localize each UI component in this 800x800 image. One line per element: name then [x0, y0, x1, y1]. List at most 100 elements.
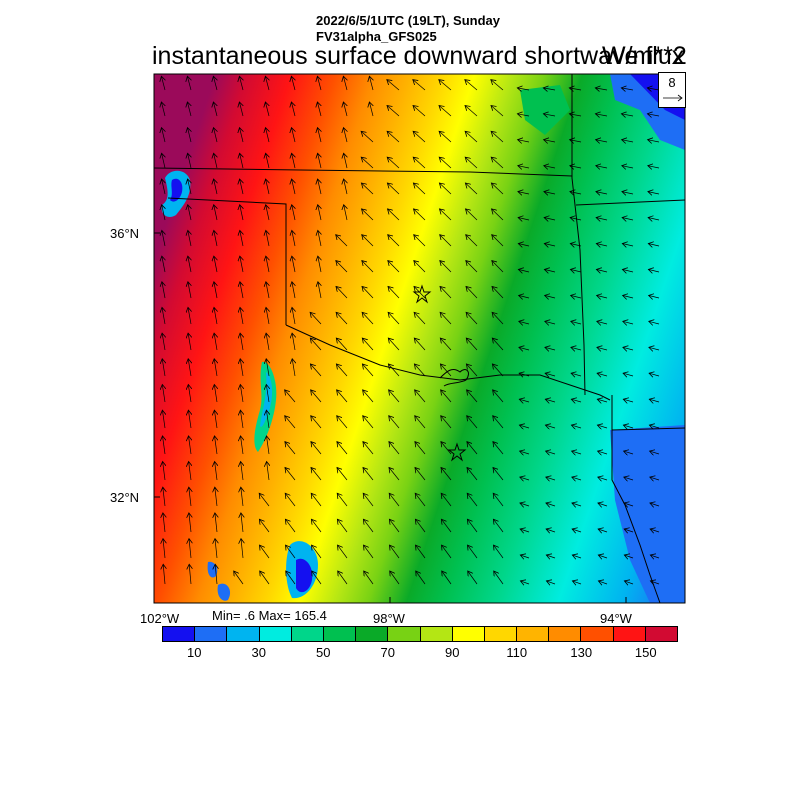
model-line: FV31alpha_GFS025: [316, 29, 437, 44]
wind-vector: [517, 114, 530, 116]
wind-vector: [162, 333, 165, 351]
wind-vector: [388, 364, 400, 377]
wind-vector: [162, 205, 165, 221]
wind-vector: [311, 416, 322, 429]
wind-vector: [234, 571, 244, 585]
wind-vector: [364, 545, 374, 559]
low-flux-patch: [207, 561, 231, 601]
wind-vector: [414, 338, 426, 351]
wind-vector: [649, 295, 660, 298]
wind-vector: [292, 230, 295, 247]
wind-vector: [240, 307, 243, 325]
wind-vector: [623, 425, 634, 428]
wind-vector: [493, 493, 504, 507]
wind-vector: [440, 364, 452, 377]
wind-vector: [214, 410, 217, 429]
wind-vector: [389, 442, 400, 455]
wind-vector: [518, 140, 530, 142]
wind-vector: [649, 425, 660, 428]
wind-vector: [214, 333, 217, 351]
wind-vector: [292, 333, 295, 351]
wind-vector: [492, 235, 504, 247]
lat-label: 36°N: [110, 226, 140, 241]
wind-vector: [292, 282, 295, 299]
wind-vector: [416, 545, 426, 559]
colorbar-label: 150: [634, 645, 657, 660]
wind-vector: [439, 183, 452, 195]
wind-vector: [491, 183, 504, 195]
wind-vector: [596, 218, 608, 221]
wind-vector: [318, 205, 321, 221]
wind-vector: [624, 477, 634, 480]
wind-vector: [622, 218, 634, 221]
wind-vector: [389, 390, 400, 403]
wind-vector: [624, 581, 634, 584]
wind-vector: [214, 230, 217, 247]
wind-vector: [361, 183, 374, 195]
wind-vector: [291, 102, 295, 117]
wind-vector: [389, 519, 400, 533]
wind-vector: [240, 385, 243, 403]
wind-vector: [311, 390, 322, 403]
wind-vector: [292, 205, 295, 221]
wind-vector: [598, 477, 608, 480]
wind-vector: [163, 436, 166, 455]
wind-vector: [493, 390, 504, 403]
wind-vector: [214, 359, 217, 377]
wind-vector: [622, 269, 634, 272]
wind-vector: [546, 581, 556, 584]
wind-vector: [240, 333, 243, 351]
wind-vector: [572, 529, 582, 532]
wind-vector: [468, 571, 478, 585]
colorbar-label: 10: [187, 645, 202, 660]
colorbar-segment: [549, 627, 582, 641]
units-label: W/m**2: [602, 42, 687, 70]
colorbar-segment: [388, 627, 421, 641]
wind-vector: [311, 468, 322, 481]
wind-vector: [544, 269, 556, 272]
wind-vector: [648, 140, 660, 142]
wind-vector: [162, 307, 165, 325]
colorbar-segment: [484, 627, 518, 641]
wind-vector: [387, 183, 400, 195]
wind-vector: [624, 451, 634, 454]
wind-vector: [491, 106, 504, 117]
wind-vector: [466, 312, 478, 325]
wind-vector: [492, 312, 504, 325]
wind-vector: [571, 399, 582, 402]
wind-vector: [336, 286, 348, 299]
wind-vector: [390, 545, 400, 559]
wind-vector: [163, 462, 165, 481]
wind-vector: [648, 244, 660, 247]
wind-vector: [439, 106, 452, 117]
wind-vector: [546, 451, 556, 454]
wind-vector: [648, 269, 660, 272]
wind-vector: [441, 468, 452, 481]
wind-vector: [442, 545, 452, 559]
wind-vector: [570, 269, 582, 272]
colorbar-label: 30: [251, 645, 266, 660]
wind-vector: [337, 416, 348, 429]
wind-vector: [163, 539, 165, 559]
colorbar: [162, 626, 678, 642]
wind-vector: [572, 451, 582, 454]
wind-vector: [648, 192, 660, 194]
wind-vector: [240, 179, 243, 195]
wind-vector: [466, 261, 478, 273]
wind-vector: [161, 102, 165, 117]
star-marker: [412, 284, 432, 304]
wind-vector: [570, 218, 582, 221]
wind-vector: [317, 76, 321, 91]
wind-vector: [466, 235, 478, 247]
wind-vector: [163, 513, 165, 533]
wind-vector: [163, 487, 165, 507]
wind-vector: [624, 529, 634, 532]
wind-vector: [387, 80, 400, 91]
wind-vector: [622, 244, 634, 247]
wind-vector: [413, 157, 426, 169]
wind-vector: [598, 503, 608, 506]
wind-vector: [162, 128, 166, 143]
wind-vector: [467, 442, 478, 455]
wind-vector: [362, 286, 374, 299]
wind-vector: [188, 385, 191, 403]
